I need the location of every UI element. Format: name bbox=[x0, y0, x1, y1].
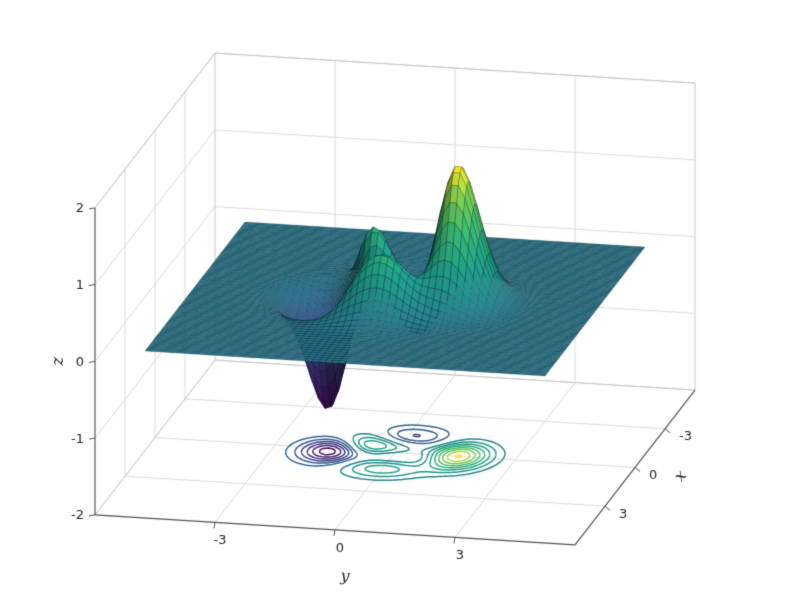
surface-plot-canvas bbox=[0, 0, 800, 600]
peaks-3d-surface-figure bbox=[0, 0, 800, 600]
